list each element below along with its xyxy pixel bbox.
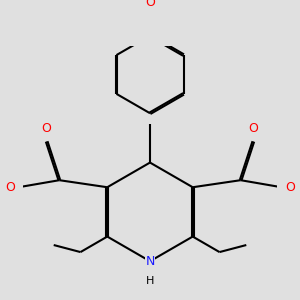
Text: H: H (146, 276, 154, 286)
Text: N: N (145, 255, 155, 268)
Text: O: O (5, 181, 15, 194)
Text: O: O (42, 122, 52, 135)
Text: O: O (145, 0, 155, 9)
Text: O: O (248, 122, 258, 135)
Text: O: O (285, 181, 295, 194)
